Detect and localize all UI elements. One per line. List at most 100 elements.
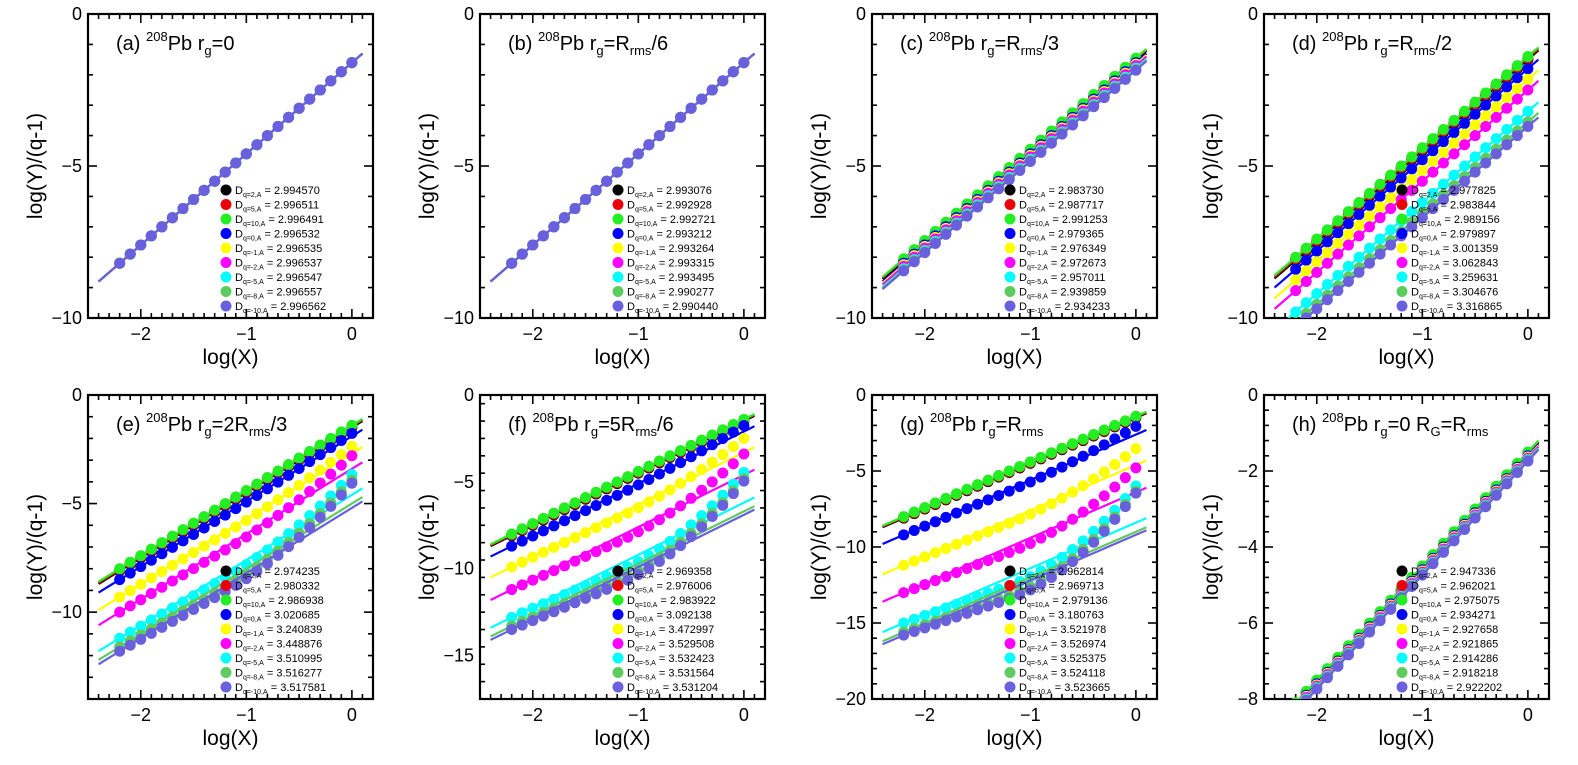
data-point-q-1 <box>1119 451 1131 463</box>
data-point-q-2 <box>696 484 708 496</box>
data-point-q10 <box>1522 51 1534 63</box>
legend-marker-q2 <box>1396 565 1408 577</box>
data-point-q0 <box>972 498 984 510</box>
data-point-q-1 <box>1311 256 1323 268</box>
data-point-q0 <box>325 442 337 454</box>
data-point-q-1 <box>696 464 708 476</box>
legend-entry: Dq=2,A = 2.974235 <box>235 566 320 580</box>
data-point-q-10 <box>601 583 613 595</box>
x-axis-title: log(X) <box>594 346 650 369</box>
data-point-q-2 <box>675 500 687 512</box>
data-point-q-1 <box>898 559 910 571</box>
data-point-q10 <box>209 504 221 516</box>
data-point-q10 <box>124 556 136 568</box>
data-point-q0 <box>1353 209 1365 221</box>
data-point-q-2 <box>1300 276 1312 288</box>
extra-sub: rms <box>1022 424 1044 439</box>
data-point-q10 <box>283 458 295 470</box>
data-point-q10 <box>1098 424 1110 436</box>
y-tick-label: 0 <box>464 4 474 24</box>
data-point-q0 <box>166 541 178 553</box>
legend-marker-q0 <box>1004 609 1016 620</box>
data-point-q-5 <box>929 606 941 618</box>
data-point-q-5 <box>643 550 655 562</box>
x-tick-label: 0 <box>1131 324 1141 344</box>
y-tick-label: −10 <box>835 537 866 557</box>
legend-entry: Dq=10,A = 2.991253 <box>1019 214 1108 228</box>
data-point-q0 <box>1109 433 1121 445</box>
data-point-q10 <box>1290 251 1302 263</box>
legend-entry: Dq=-10,A = 2.996562 <box>235 301 326 315</box>
data-point-q-10 <box>1067 119 1079 131</box>
data-point-q10 <box>537 512 549 524</box>
data-point-q-1 <box>1056 492 1068 504</box>
panel-title: (c) 208Pb rg=Rrms/3 <box>900 29 1059 58</box>
data-point-q-5 <box>940 602 952 614</box>
y-axis-title: log(Y)/(q-1) <box>416 113 439 219</box>
data-point-q-10 <box>346 477 358 489</box>
data-point-q-2 <box>1088 498 1100 510</box>
data-point-q10 <box>706 429 718 441</box>
data-point-q0 <box>717 432 729 444</box>
panel-title: (g) 208Pb rg=Rrms <box>900 410 1044 439</box>
data-point-q-5 <box>1364 242 1376 254</box>
data-point-q10 <box>1374 178 1386 190</box>
data-point-q-10 <box>1490 489 1502 501</box>
data-point-q-2 <box>558 560 570 572</box>
element: Pb <box>168 33 198 55</box>
data-point-q-10 <box>685 102 697 114</box>
data-point-q0 <box>1459 117 1471 129</box>
data-point-q-5 <box>1056 551 1068 563</box>
legend-entry: Dq=5,A = 2.983844 <box>1411 200 1496 214</box>
legend-entry: Dq=-2,A = 3.529508 <box>627 639 714 653</box>
data-point-q-10 <box>1448 535 1460 547</box>
data-point-q10 <box>569 497 581 509</box>
panel-title: (e) 208Pb rg=2Rrms/3 <box>116 410 287 439</box>
data-point-q0 <box>558 515 570 527</box>
data-point-q-5 <box>696 510 708 522</box>
y-tick-label: −10 <box>51 308 82 328</box>
data-point-q-2 <box>1448 148 1460 160</box>
data-point-q-2 <box>1014 542 1026 554</box>
data-point-q-10 <box>569 203 581 215</box>
legend-entry: Dq=5,A = 2.980332 <box>235 581 320 595</box>
data-point-q-2 <box>950 567 962 579</box>
data-point-q-1 <box>114 591 126 603</box>
data-point-q10 <box>548 507 560 519</box>
data-point-q10 <box>1385 169 1397 181</box>
extra-rest: /6 <box>651 33 668 55</box>
legend-entry: Dq=10,A = 2.979136 <box>1019 595 1108 609</box>
data-point-q-1 <box>219 527 231 539</box>
data-point-q-10 <box>177 609 189 621</box>
data-point-q10 <box>166 530 178 542</box>
legend-entry: Dq=0,A = 3.180763 <box>1019 610 1104 624</box>
data-point-q10 <box>675 445 687 457</box>
legend-entry: Dq=-2,A = 2.921865 <box>1411 639 1498 653</box>
legend-marker-q-2 <box>220 257 232 268</box>
axes-frame <box>478 393 767 701</box>
legend-entry: Dq=-5,A = 3.259631 <box>1411 272 1498 286</box>
data-point-q-1 <box>685 471 697 483</box>
data-point-q-1 <box>1406 174 1418 186</box>
legend-entry: Dq=0,A = 2.979365 <box>1019 229 1104 243</box>
data-point-q-2 <box>727 458 739 470</box>
legend-marker-q0 <box>220 609 232 620</box>
data-point-q-2 <box>601 541 613 553</box>
data-point-q-5 <box>506 611 518 623</box>
data-point-q-1 <box>198 540 210 552</box>
y-tick-label: 0 <box>72 385 82 405</box>
mass-number: 208 <box>146 29 168 44</box>
data-point-q-2 <box>548 565 560 577</box>
data-point-q-2 <box>156 581 168 593</box>
data-point-q0 <box>1321 236 1333 248</box>
y-axis-title: log(Y)/(q-1) <box>416 494 439 600</box>
legend-entry: Dq=-8,A = 3.516277 <box>235 668 322 682</box>
data-point-q-10 <box>1416 569 1428 581</box>
data-point-q-10 <box>1385 239 1397 251</box>
legend-entry: Dq=0,A = 2.996532 <box>235 229 320 243</box>
data-point-q-10 <box>929 238 941 250</box>
data-point-q-10 <box>1448 184 1460 196</box>
